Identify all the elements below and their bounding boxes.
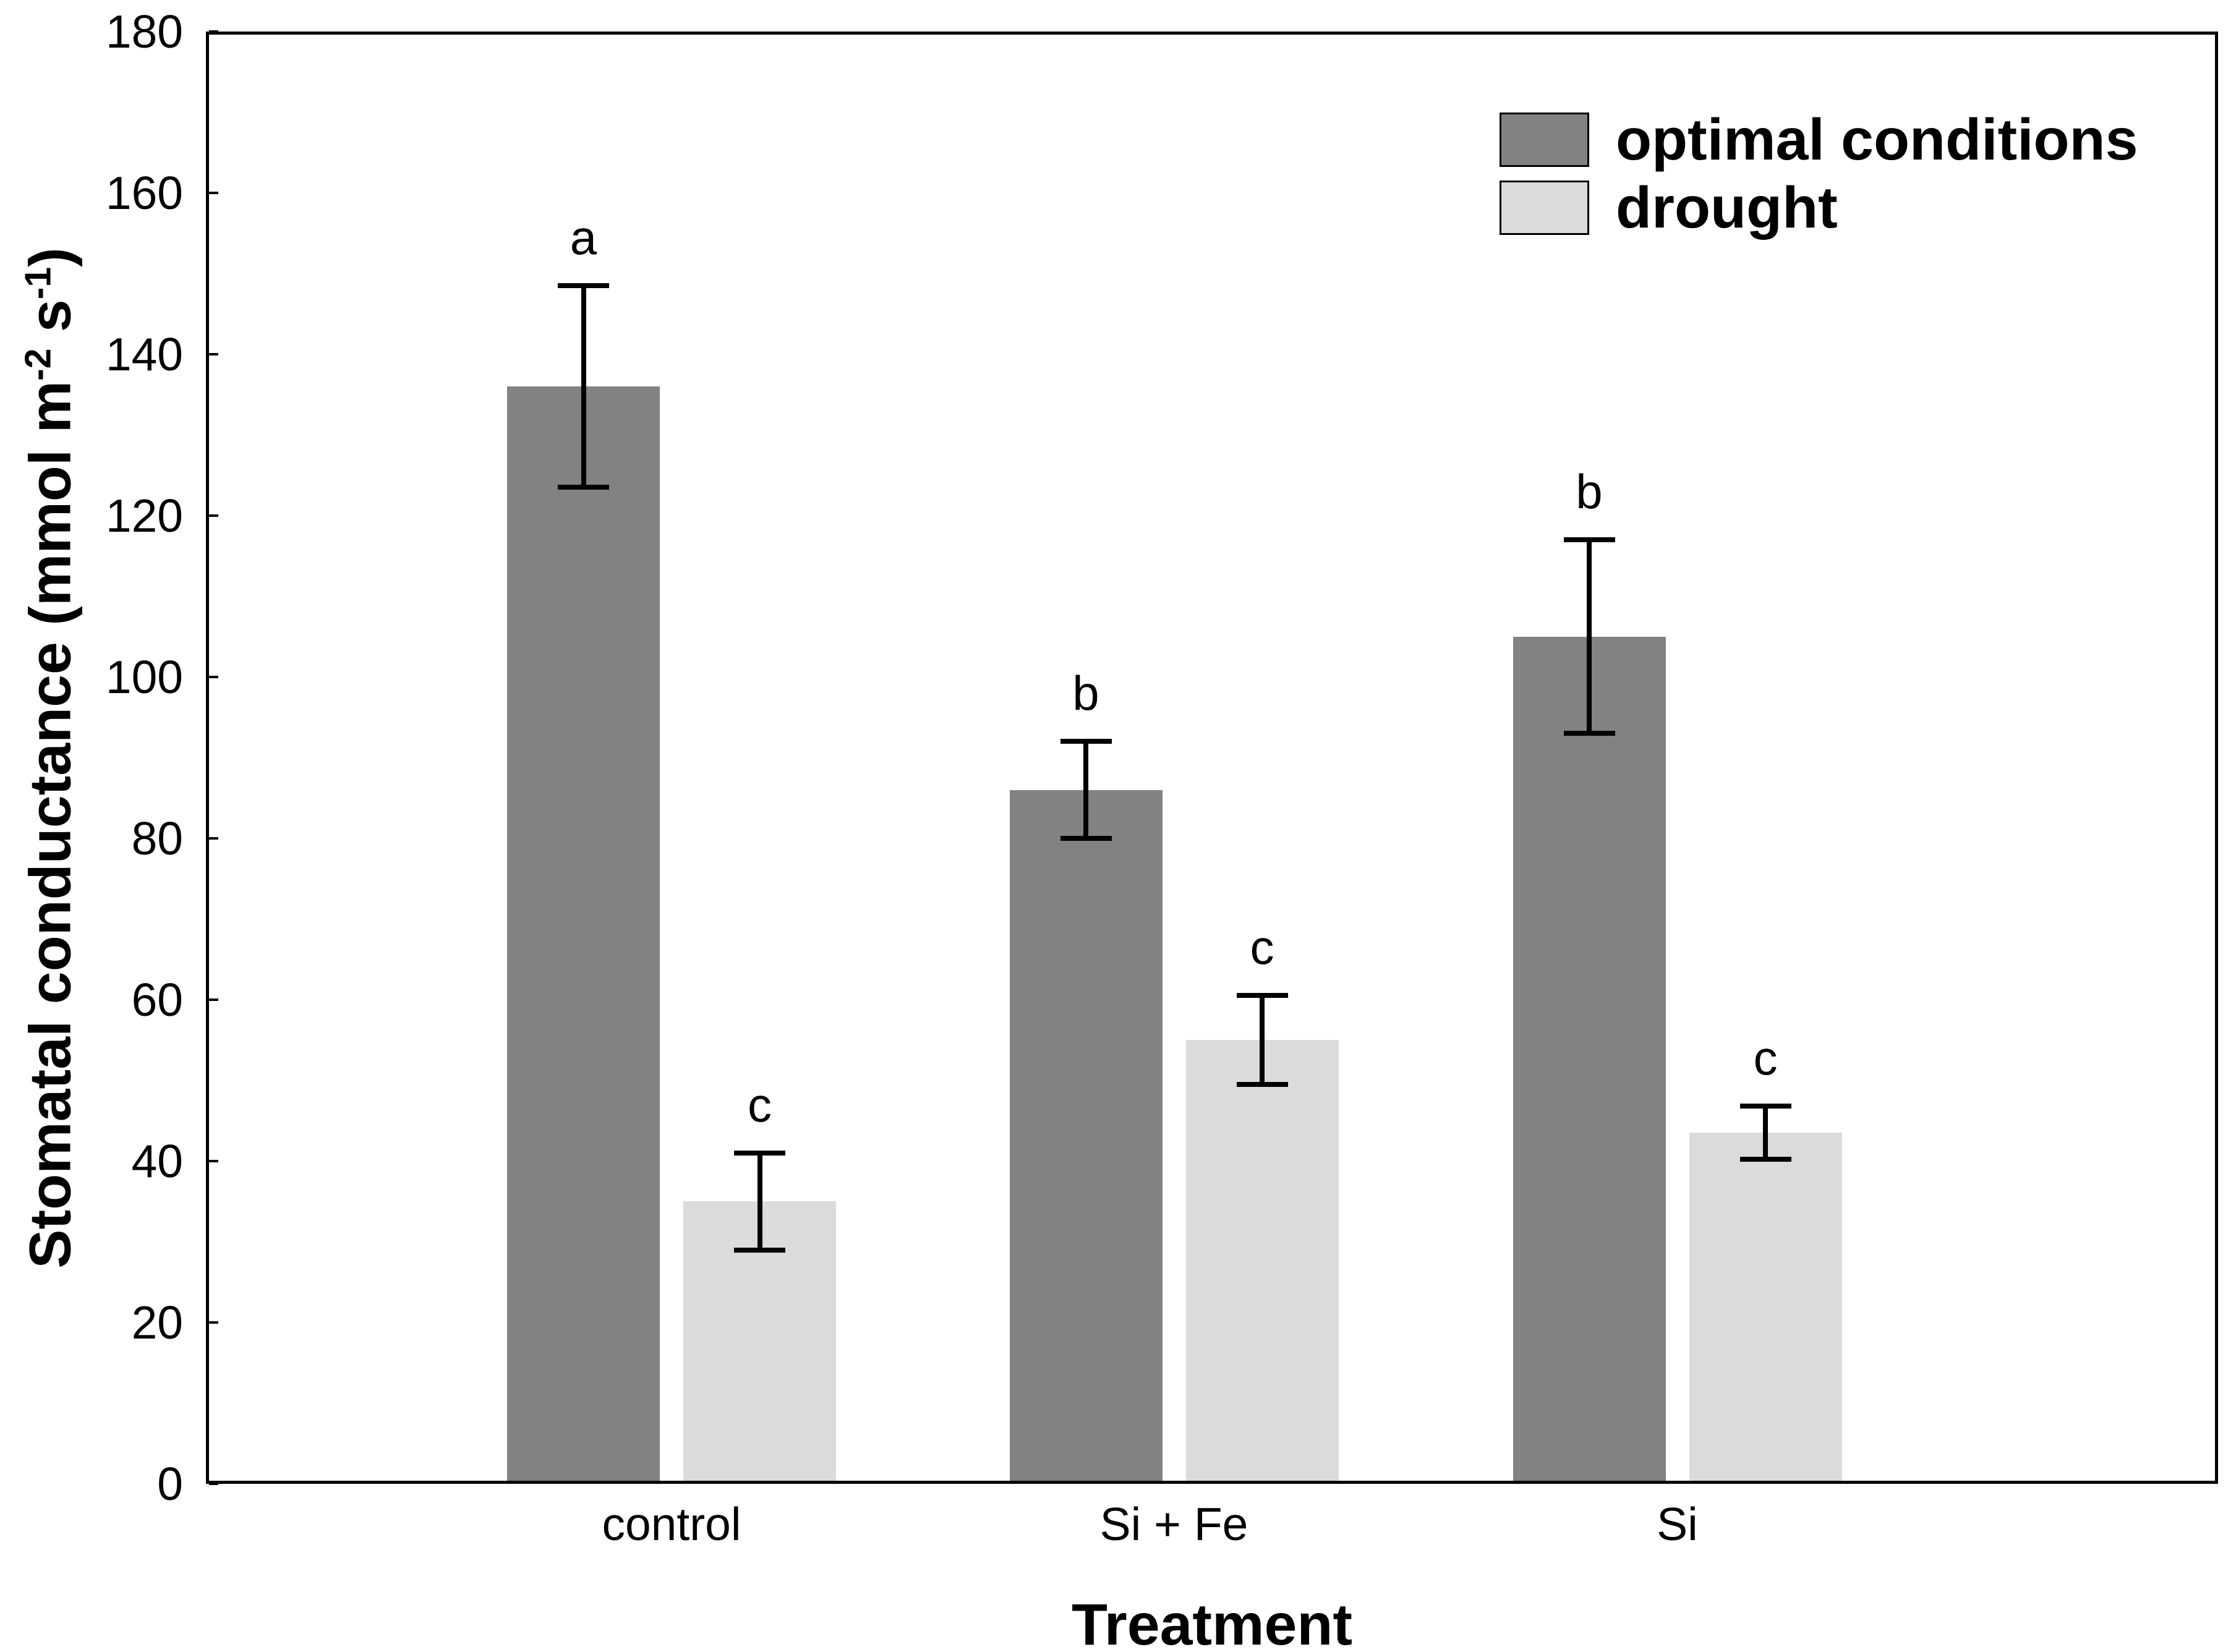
bar-drought-si	[1689, 1133, 1842, 1484]
significance-letter: b	[1576, 464, 1603, 519]
y-axis-tick-label: 0	[157, 1458, 183, 1510]
error-bar-line	[1763, 1106, 1768, 1160]
y-axis-tick-label: 160	[105, 167, 183, 219]
error-bar-cap-bottom	[1236, 1082, 1288, 1088]
significance-letter: c	[1250, 920, 1274, 975]
y-axis-tick-label: 120	[105, 490, 183, 542]
y-axis-tick	[209, 676, 218, 678]
y-axis-tick-label: 100	[105, 651, 183, 703]
y-axis-tick	[209, 1483, 218, 1485]
error-bar-cap-top	[1563, 537, 1615, 543]
legend-row-drought: drought	[1500, 171, 1838, 245]
y-axis-tick-label: 40	[131, 1135, 183, 1187]
x-axis-title: Treatment	[1071, 1592, 1353, 1652]
x-tick-label: Si + Fe	[1099, 1498, 1248, 1550]
error-bar-cap-top	[1739, 1104, 1791, 1109]
error-bar-line	[1083, 741, 1088, 838]
legend-row-optimal-conditions: optimal conditions	[1500, 103, 2138, 177]
bar-optimal-conditions-control	[507, 386, 660, 1484]
error-bar-cap-bottom	[1060, 836, 1112, 841]
legend-label-optimal-conditions: optimal conditions	[1616, 107, 2138, 172]
x-tick-label: control	[602, 1498, 741, 1550]
y-axis-title-pre: Stomatal conductance (mmol m	[17, 380, 83, 1269]
error-bar-line	[757, 1152, 762, 1250]
y-axis-tick	[209, 30, 218, 33]
error-bar-cap-top	[558, 283, 609, 289]
x-tick-label: Si	[1657, 1498, 1698, 1550]
y-axis-tick-label: 180	[105, 6, 183, 57]
y-axis-tick	[209, 1321, 218, 1324]
error-bar-cap-top	[1060, 739, 1112, 744]
y-axis-title: Stomatal conductance (mmol m-2 s-1)	[7, 247, 83, 1269]
legend-swatch-drought	[1500, 181, 1589, 235]
y-axis-tick	[209, 998, 218, 1001]
error-bar-cap-bottom	[558, 485, 609, 490]
y-axis-tick	[209, 837, 218, 840]
legend-label-drought: drought	[1616, 175, 1838, 241]
y-axis-tick	[209, 1160, 218, 1162]
y-axis-tick	[209, 514, 218, 517]
error-bar-cap-top	[1236, 993, 1288, 998]
y-axis-title-mid: s	[17, 299, 83, 349]
y-axis-title-sup-1: -1	[18, 266, 59, 300]
bar-optimal-conditions-si	[1513, 636, 1666, 1484]
error-bar-line	[581, 286, 586, 488]
bar-optimal-conditions-si-fe	[1009, 790, 1163, 1484]
significance-letter: b	[1072, 666, 1099, 721]
error-bar-line	[1260, 995, 1265, 1085]
significance-letter: a	[570, 210, 597, 265]
y-axis-tick-label: 80	[131, 812, 183, 864]
y-axis-tick-label: 60	[131, 974, 183, 1026]
y-axis-tick	[209, 192, 218, 194]
y-axis-tick-label: 20	[131, 1296, 183, 1348]
y-axis-tick-label: 140	[105, 328, 183, 380]
y-axis-title-sup-2: -2	[18, 348, 59, 381]
significance-letter: c	[748, 1077, 772, 1132]
y-axis-title-post: )	[17, 247, 83, 267]
error-bar-line	[1587, 540, 1592, 734]
legend-swatch-optimal-conditions	[1500, 113, 1589, 167]
y-axis-tick	[209, 353, 218, 356]
significance-letter: c	[1753, 1031, 1778, 1086]
error-bar-cap-bottom	[734, 1247, 785, 1253]
error-bar-cap-top	[734, 1150, 785, 1156]
error-bar-cap-bottom	[1563, 731, 1615, 736]
error-bar-cap-bottom	[1739, 1157, 1791, 1162]
bar-drought-si-fe	[1185, 1040, 1339, 1484]
